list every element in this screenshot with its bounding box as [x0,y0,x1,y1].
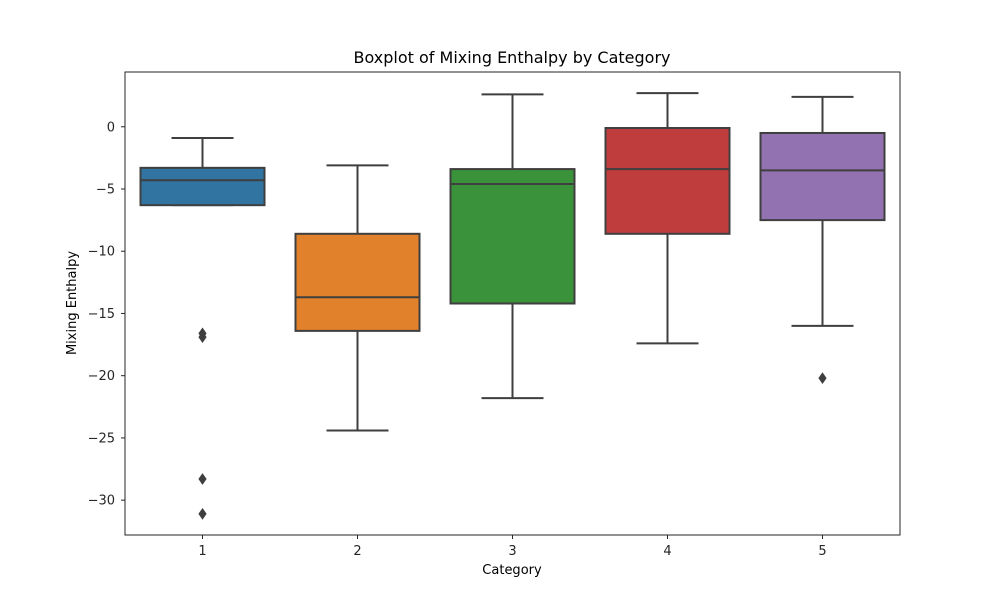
plot-frame [124,71,901,536]
outlier-point [198,331,207,343]
iqr-box [294,232,421,332]
y-tick-label: 0 [107,120,115,135]
y-tick-label: −30 [88,494,115,509]
x-tick-label: 1 [198,544,206,559]
iqr-box [449,168,576,305]
iqr-box [759,131,886,222]
x-tick-label: 3 [508,544,516,559]
y-axis-label: Mixing Enthalpy [65,251,80,355]
iqr-box [139,166,266,207]
y-tick-label: −20 [88,369,115,384]
plot-area: 0 −5 −10 −15 −20 −25 −30 1 2 3 4 5 [88,92,886,559]
iqr-box [604,127,731,235]
chart-title: Boxplot of Mixing Enthalpy by Category [354,48,671,67]
outlier-point [198,473,207,485]
box-group-2 [294,164,421,432]
x-tick-label: 5 [818,544,826,559]
y-tick-label: −10 [88,245,115,260]
x-tick-label: 4 [663,544,671,559]
box-group-4 [604,92,731,345]
box-group-5 [759,95,886,385]
y-tick-label: −5 [96,182,115,197]
y-tick-label: −25 [88,431,115,446]
outlier-point [198,507,207,520]
box-group-1 [139,136,266,520]
y-tick-label: −15 [88,307,115,322]
outlier-point [818,372,827,385]
x-axis-label: Category [482,563,542,578]
x-tick-label: 2 [353,544,361,559]
box-group-3 [449,93,576,400]
